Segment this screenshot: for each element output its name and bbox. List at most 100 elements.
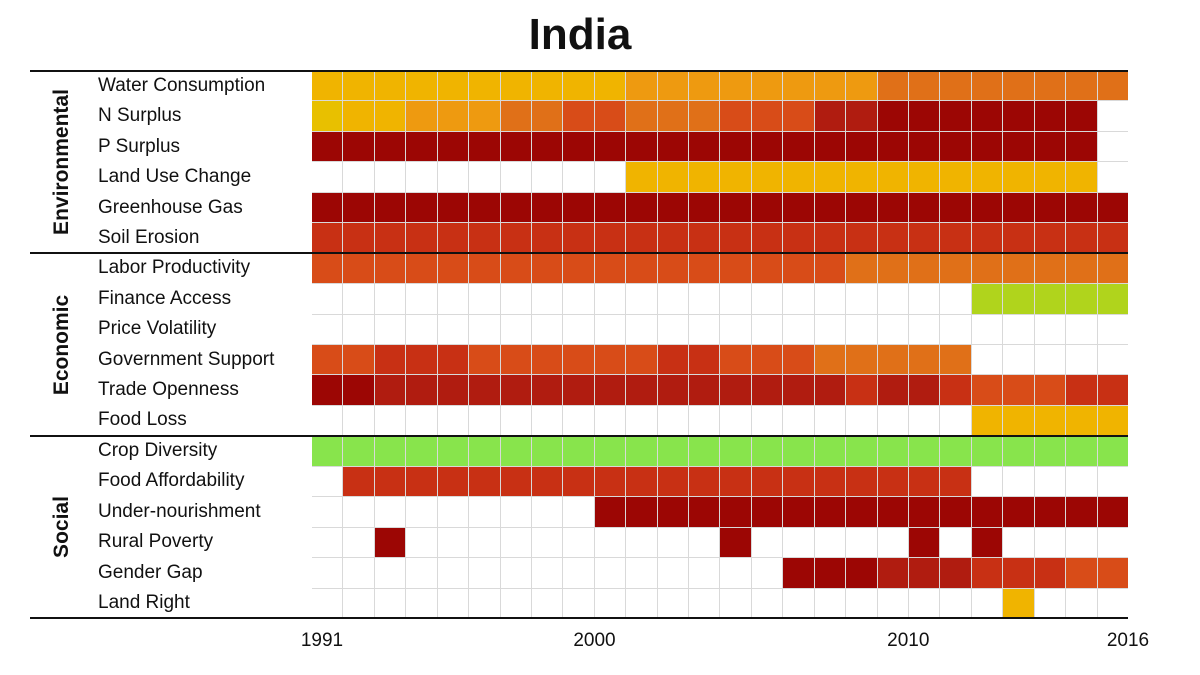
heatmap-cell (940, 314, 971, 344)
heatmap-cell (312, 162, 343, 192)
heatmap-cell (531, 131, 563, 162)
heatmap-cell (374, 588, 406, 618)
heatmap-cell (1097, 527, 1128, 558)
heatmap-cell (312, 314, 343, 344)
heatmap-cell (940, 284, 971, 314)
heatmap-cell (531, 527, 563, 558)
heatmap-cell (406, 131, 437, 162)
heatmap-cell (1097, 558, 1128, 588)
heatmap-cell (343, 192, 374, 223)
heatmap-cell (971, 71, 1003, 101)
heatmap-cell (846, 314, 877, 344)
heatmap-cell (437, 497, 469, 527)
heatmap-cell (406, 223, 437, 253)
heatmap-cell (1097, 497, 1128, 527)
heatmap-cell (312, 223, 343, 253)
heatmap-cell (846, 192, 877, 223)
heatmap-cell (940, 192, 971, 223)
heatmap-cell (626, 192, 657, 223)
heatmap-cell (500, 71, 531, 101)
heatmap-cell (940, 375, 971, 405)
heatmap-cell (374, 436, 406, 466)
heatmap-cell (783, 497, 814, 527)
heatmap-cell (657, 131, 689, 162)
heatmap-cell (374, 558, 406, 588)
heatmap-cell (469, 314, 500, 344)
heatmap-cell (312, 588, 343, 618)
heatmap-cell (846, 588, 877, 618)
heatmap-cell (814, 436, 846, 466)
heatmap-cell (563, 405, 594, 436)
heatmap-cell (500, 405, 531, 436)
heatmap-cell (1097, 192, 1128, 223)
heatmap-cell (689, 71, 720, 101)
heatmap-cell (1066, 162, 1097, 192)
heatmap-cell (406, 162, 437, 192)
heatmap-cell (689, 436, 720, 466)
heatmap-cell (469, 558, 500, 588)
heatmap-cell (940, 466, 971, 497)
heatmap-cell (563, 466, 594, 497)
heatmap-cell (469, 405, 500, 436)
heatmap-cell (594, 466, 626, 497)
heatmap-cell (783, 588, 814, 618)
heatmap-cell (626, 162, 657, 192)
group-separator (30, 617, 1128, 619)
heatmap-cell (909, 101, 940, 131)
heatmap-cell (1066, 253, 1097, 284)
heatmap-cell (971, 375, 1003, 405)
heatmap-cell (563, 284, 594, 314)
group-label: Economic (50, 294, 73, 395)
heatmap-cell (312, 375, 343, 405)
heatmap-cell (437, 101, 469, 131)
heatmap-cell (751, 527, 783, 558)
heatmap-cell (531, 466, 563, 497)
heatmap-cell (1066, 466, 1097, 497)
group-label: Social (50, 495, 73, 558)
heatmap-grid (312, 71, 1128, 618)
heatmap-cell (846, 375, 877, 405)
heatmap-cell (1034, 101, 1066, 131)
row-label: Trade Openness (98, 379, 239, 401)
heatmap-cell (971, 284, 1003, 314)
heatmap-cell (909, 558, 940, 588)
heatmap-cell (1097, 466, 1128, 497)
x-tick-label: 2010 (887, 630, 930, 651)
heatmap-cell (940, 527, 971, 558)
heatmap-cell (406, 375, 437, 405)
heatmap-cell (343, 588, 374, 618)
heatmap-cell (626, 253, 657, 284)
heatmap-cell (940, 497, 971, 527)
heatmap-cell (814, 375, 846, 405)
heatmap-cell (971, 558, 1003, 588)
x-tick-label: 2000 (573, 630, 616, 651)
heatmap-cell (343, 345, 374, 375)
heatmap-cell (406, 71, 437, 101)
row-label: P Surplus (98, 135, 181, 157)
heatmap-cell (626, 71, 657, 101)
heatmap-cell (814, 101, 846, 131)
heatmap-cell (657, 527, 689, 558)
heatmap-cell (971, 162, 1003, 192)
heatmap-cell (720, 436, 751, 466)
heatmap-cell (437, 345, 469, 375)
row-label: Price Volatility (98, 318, 217, 340)
heatmap-cell (971, 497, 1003, 527)
heatmap-cell (877, 588, 909, 618)
heatmap-cell (626, 588, 657, 618)
heatmap-cell (657, 253, 689, 284)
heatmap-cell (877, 131, 909, 162)
heatmap-cell (720, 284, 751, 314)
heatmap-cell (877, 527, 909, 558)
heatmap-cell (846, 284, 877, 314)
row-label: N Surplus (98, 105, 182, 127)
heatmap-cell (343, 527, 374, 558)
heatmap-cell (469, 497, 500, 527)
heatmap-cell (971, 192, 1003, 223)
heatmap-cell (1003, 101, 1034, 131)
heatmap-cell (657, 162, 689, 192)
heatmap-cell (1034, 71, 1066, 101)
heatmap-cell (720, 223, 751, 253)
heatmap-cell (469, 588, 500, 618)
heatmap-cell (312, 101, 343, 131)
